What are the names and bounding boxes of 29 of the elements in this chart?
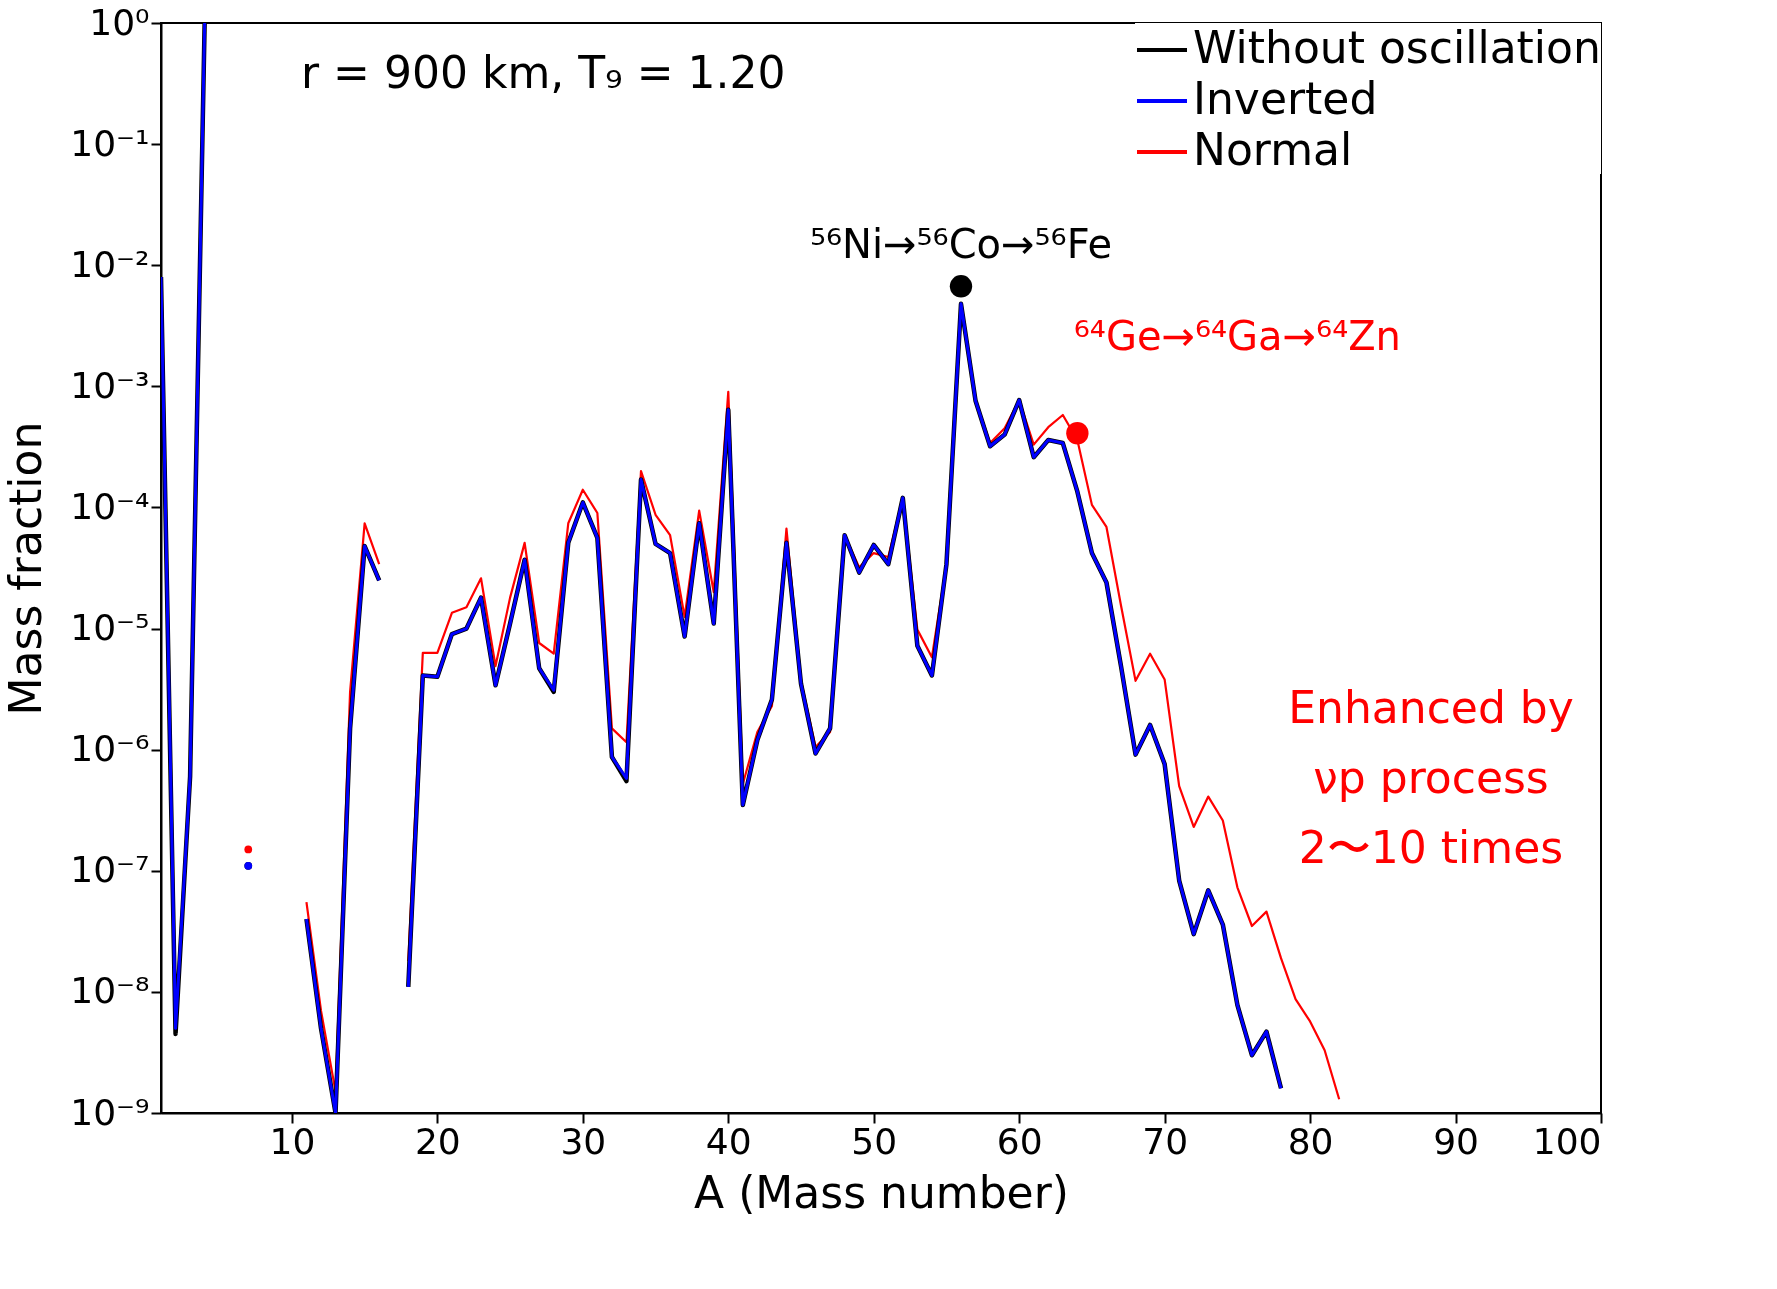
y-axis-title: Mass fraction bbox=[0, 421, 52, 716]
x-axis-title: A (Mass number) bbox=[694, 1166, 1069, 1218]
y-tick-label: 10⁻⁴ bbox=[70, 485, 150, 527]
annotation: Enhanced by νp process 2〜10 times bbox=[1288, 681, 1574, 873]
annotation: r = 900 km, T₉ = 1.20 bbox=[301, 47, 786, 98]
y-tick-label: 10⁻⁵ bbox=[70, 607, 150, 649]
y-tick-label: 10⁻⁷ bbox=[70, 849, 150, 891]
legend-label: Inverted bbox=[1193, 73, 1378, 124]
y-tick-label: 10⁻³ bbox=[70, 364, 150, 406]
legend-label: Without oscillation bbox=[1193, 22, 1601, 73]
x-tick-label: 70 bbox=[1142, 1120, 1189, 1162]
legend-label: Normal bbox=[1193, 124, 1353, 175]
x-tick-label: 50 bbox=[851, 1120, 898, 1162]
x-tick-label: 100 bbox=[1532, 1120, 1602, 1162]
y-tick-label: 10⁻⁹ bbox=[70, 1091, 150, 1133]
x-tick-label: 80 bbox=[1287, 1120, 1334, 1162]
x-tick-label: 90 bbox=[1433, 1120, 1479, 1162]
x-tick-label: 40 bbox=[705, 1120, 752, 1162]
annotation: ⁶⁴Ge→⁶⁴Ga→⁶⁴Zn bbox=[1073, 313, 1401, 360]
x-tick-label: 10 bbox=[269, 1120, 316, 1162]
y-tick-label: 10⁻¹ bbox=[70, 122, 150, 164]
annotation: ⁵⁶Ni→⁵⁶Co→⁵⁶Fe bbox=[809, 221, 1113, 268]
x-tick-label: 60 bbox=[996, 1120, 1043, 1162]
y-tick-label: 10⁻⁸ bbox=[70, 970, 150, 1012]
y-tick-label: 10⁻⁶ bbox=[70, 728, 150, 770]
x-tick-label: 20 bbox=[414, 1120, 461, 1162]
y-tick-label: 10⁰ bbox=[89, 1, 150, 43]
y-tick-label: 10⁻² bbox=[70, 243, 150, 285]
x-tick-label: 30 bbox=[560, 1120, 607, 1162]
